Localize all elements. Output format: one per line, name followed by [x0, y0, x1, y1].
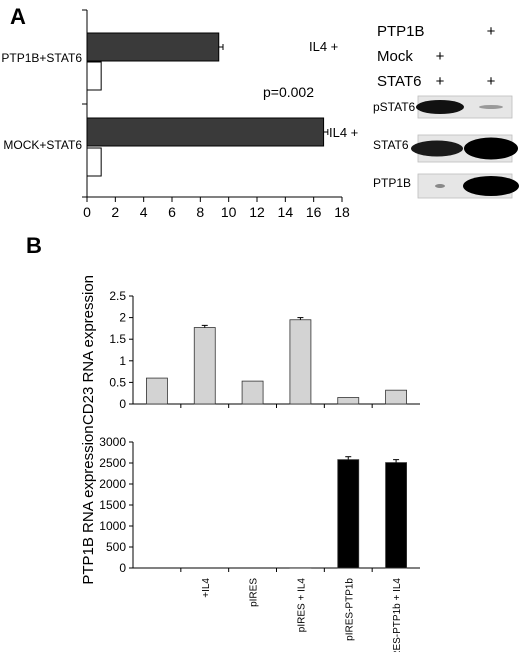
- ptp1b-y-tick-label: 2500: [99, 456, 126, 470]
- a-bar-control: [86, 61, 102, 91]
- a-x-tick-label: 16: [306, 204, 322, 220]
- a-x-tick-label: 0: [83, 204, 91, 220]
- a-pvalue: p=0.002: [263, 84, 314, 100]
- blot-plus-mark: +: [436, 73, 445, 90]
- a-bar-label: IL4 +: [309, 39, 338, 54]
- cd23-y-tick-label: 1: [119, 354, 126, 368]
- cd23-bar: [193, 327, 216, 405]
- ptp1b-y-tick-label: 1000: [99, 519, 126, 533]
- cd23-bar: [146, 377, 168, 405]
- a-category-label: PTP1B+STAT6: [1, 51, 82, 65]
- a-x-tick-label: 12: [249, 204, 265, 220]
- a-x-tick-label: 18: [334, 204, 350, 220]
- cd23-y-tick-label: 2.5: [109, 289, 126, 303]
- blot-row-label: STAT6: [373, 138, 409, 152]
- a-x-tick-label: 4: [140, 204, 148, 220]
- cd23-bar: [337, 397, 360, 405]
- a-x-tick-label: 6: [168, 204, 176, 220]
- blot-row-label: PTP1B: [373, 176, 411, 190]
- a-bar-il4: [86, 32, 220, 62]
- panel-b-letter: B: [26, 233, 42, 258]
- cd23-y-tick-label: 1.5: [109, 332, 126, 346]
- blot-condition-label: STAT6: [377, 73, 421, 90]
- ptp1b-x-tick-label: pIRES: [249, 578, 260, 607]
- blot-band: [416, 100, 464, 114]
- ptp1b-x-tick-label: pIRES + IL4: [296, 578, 307, 633]
- a-x-tick-label: 10: [221, 204, 237, 220]
- ptp1b-bar: [385, 462, 407, 569]
- blot-plus-mark: +: [487, 73, 496, 90]
- cd23-y-tick-label: 2: [119, 311, 126, 325]
- blot-condition-label: PTP1B: [377, 23, 425, 40]
- a-x-tick-label: 14: [278, 204, 294, 220]
- ptp1b-x-tick-label: pIRES-PTP1b: [344, 578, 355, 641]
- cd23-bar: [289, 319, 312, 405]
- ptp1b-x-tick-label: +IL4: [201, 578, 212, 598]
- cd23-bar: [385, 389, 407, 405]
- blot-condition-label: Mock: [377, 48, 413, 65]
- a-x-tick-label: 2: [111, 204, 119, 220]
- ptp1b-y-tick-label: 3000: [99, 435, 126, 449]
- blot-band: [464, 137, 518, 160]
- blot-plus-mark: +: [487, 23, 496, 40]
- blot-band: [463, 176, 519, 196]
- a-category-label: MOCK+STAT6: [3, 138, 82, 152]
- a-bar-control: [86, 147, 102, 177]
- cd23-y-tick-label: 0: [119, 397, 126, 411]
- ptp1b-x-tick-label: pIRES-PTP1b + IL4: [392, 578, 403, 652]
- ptp1b-bar: [337, 459, 360, 569]
- ptp1b-y-tick-label: 0: [119, 561, 126, 575]
- cd23-bar: [241, 380, 264, 405]
- blot-plus-mark: +: [436, 48, 445, 65]
- blot-band: [435, 184, 445, 188]
- blot-band: [411, 140, 463, 157]
- blot-band: [479, 105, 503, 109]
- a-x-tick-label: 8: [196, 204, 204, 220]
- cd23-y-tick-label: 0.5: [109, 375, 126, 389]
- a-bar-il4: [86, 117, 325, 147]
- ptp1b-y-tick-label: 2000: [99, 477, 126, 491]
- a-bar-label: IL4 +: [329, 125, 358, 140]
- ptp1b-y-tick-label: 500: [106, 540, 126, 554]
- ptp1b-y-tick-label: 1500: [99, 498, 126, 512]
- cd23-y-axis-label: CD23 RNA expression: [80, 275, 97, 425]
- blot-row-label: pSTAT6: [373, 100, 416, 114]
- ptp1b-y-axis-label: PTP1B RNA expression: [80, 425, 97, 584]
- panel-a-letter: A: [10, 4, 26, 29]
